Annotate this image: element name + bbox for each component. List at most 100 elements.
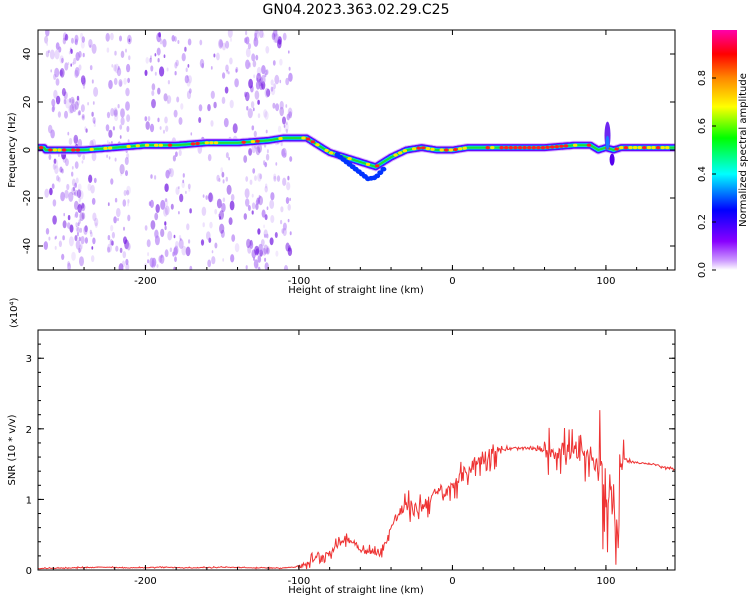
- noise-blob: [287, 247, 293, 256]
- noise-blob: [90, 184, 95, 194]
- noise-blob: [127, 203, 129, 207]
- x-tick-label: -100: [288, 576, 311, 587]
- noise-blob: [244, 37, 248, 44]
- ridge-hotspot: [660, 146, 665, 150]
- noise-blob: [213, 101, 217, 109]
- noise-blob: [70, 48, 73, 54]
- noise-blob: [64, 110, 68, 119]
- noise-blob: [76, 226, 80, 234]
- noise-blob: [61, 168, 64, 174]
- noise-blob: [53, 89, 58, 99]
- noise-blob: [174, 256, 177, 263]
- noise-blob: [211, 250, 214, 254]
- noise-blob: [82, 115, 84, 119]
- noise-blob: [181, 53, 186, 62]
- ridge-hotspot: [623, 146, 629, 150]
- noise-blob: [234, 243, 240, 253]
- noise-blob: [88, 174, 93, 183]
- noise-blob: [188, 88, 192, 94]
- noise-blob: [81, 160, 84, 164]
- noise-blob: [79, 256, 84, 267]
- noise-blob: [286, 182, 291, 191]
- y-tick-label: 0: [26, 566, 32, 577]
- noise-blob: [286, 113, 290, 121]
- noise-blob: [91, 151, 97, 162]
- spectrogram-noise: [43, 30, 293, 270]
- ridge-hotspot: [61, 148, 67, 152]
- noise-blob: [175, 241, 179, 249]
- noise-blob: [114, 50, 117, 56]
- noise-blob: [287, 218, 290, 223]
- noise-blob: [225, 152, 229, 159]
- noise-blob: [106, 111, 111, 119]
- noise-blob: [74, 161, 79, 169]
- noise-blob: [214, 242, 218, 249]
- noise-blob: [111, 64, 114, 68]
- noise-blob: [81, 203, 86, 212]
- noise-blob: [59, 69, 63, 77]
- noise-blob: [54, 67, 60, 78]
- ridge-hotspot: [416, 146, 421, 150]
- noise-blob: [110, 108, 115, 117]
- noise-blob: [118, 263, 124, 270]
- noise-blob: [187, 183, 191, 190]
- ridge-hotspot: [347, 157, 352, 161]
- noise-blob: [167, 80, 170, 85]
- noise-blob: [91, 111, 94, 117]
- noise-blob: [144, 69, 148, 76]
- noise-blob: [222, 179, 225, 184]
- noise-blob: [71, 251, 76, 261]
- noise-blob: [150, 65, 154, 72]
- noise-blob: [119, 124, 123, 130]
- noise-blob: [120, 108, 125, 118]
- noise-blob: [176, 96, 180, 103]
- noise-blob: [254, 175, 257, 182]
- noise-blob: [169, 247, 173, 253]
- ridge-hotspot: [527, 146, 532, 150]
- noise-blob: [52, 199, 57, 207]
- noise-blob: [115, 245, 119, 252]
- spectrogram-xlabel: Height of straight line (km): [288, 285, 424, 296]
- noise-blob: [269, 237, 274, 246]
- noise-blob: [265, 69, 269, 75]
- noise-blob: [207, 259, 212, 268]
- noise-blob: [53, 158, 57, 164]
- noise-blob: [174, 62, 178, 69]
- noise-blob: [202, 194, 205, 198]
- noise-blob: [180, 103, 184, 110]
- noise-blob: [252, 60, 257, 68]
- noise-blob: [279, 100, 284, 110]
- ridge-hotspot: [315, 143, 320, 147]
- noise-blob: [77, 204, 82, 213]
- noise-blob: [94, 222, 98, 228]
- ridge-hotspot: [439, 148, 444, 152]
- noise-blob: [53, 158, 59, 169]
- noise-blob: [78, 64, 82, 71]
- noise-blob: [254, 36, 257, 42]
- ridge-hotspot: [517, 146, 523, 150]
- ridge-hotspot: [628, 146, 633, 150]
- noise-blob: [73, 134, 79, 144]
- noise-blob: [48, 236, 51, 241]
- noise-blob: [67, 215, 71, 221]
- noise-blob: [82, 84, 86, 89]
- noise-blob: [107, 140, 109, 144]
- ridge-hotspot: [430, 147, 435, 151]
- noise-blob: [76, 232, 79, 237]
- noise-blob: [48, 49, 50, 54]
- noise-blob: [78, 190, 84, 200]
- noise-blob: [256, 77, 259, 82]
- ridge-hotspot: [48, 148, 53, 152]
- noise-blob: [180, 237, 182, 242]
- noise-blob: [73, 57, 77, 65]
- noise-blob: [144, 116, 148, 122]
- noise-blob: [279, 79, 282, 84]
- noise-blob: [253, 130, 257, 138]
- noise-blob: [79, 212, 84, 222]
- x-tick-label: -100: [288, 276, 311, 287]
- ridge-hotspot: [241, 140, 246, 144]
- noise-blob: [122, 199, 127, 207]
- noise-blob: [178, 186, 180, 190]
- noise-blob: [125, 170, 128, 177]
- noise-blob: [79, 227, 83, 233]
